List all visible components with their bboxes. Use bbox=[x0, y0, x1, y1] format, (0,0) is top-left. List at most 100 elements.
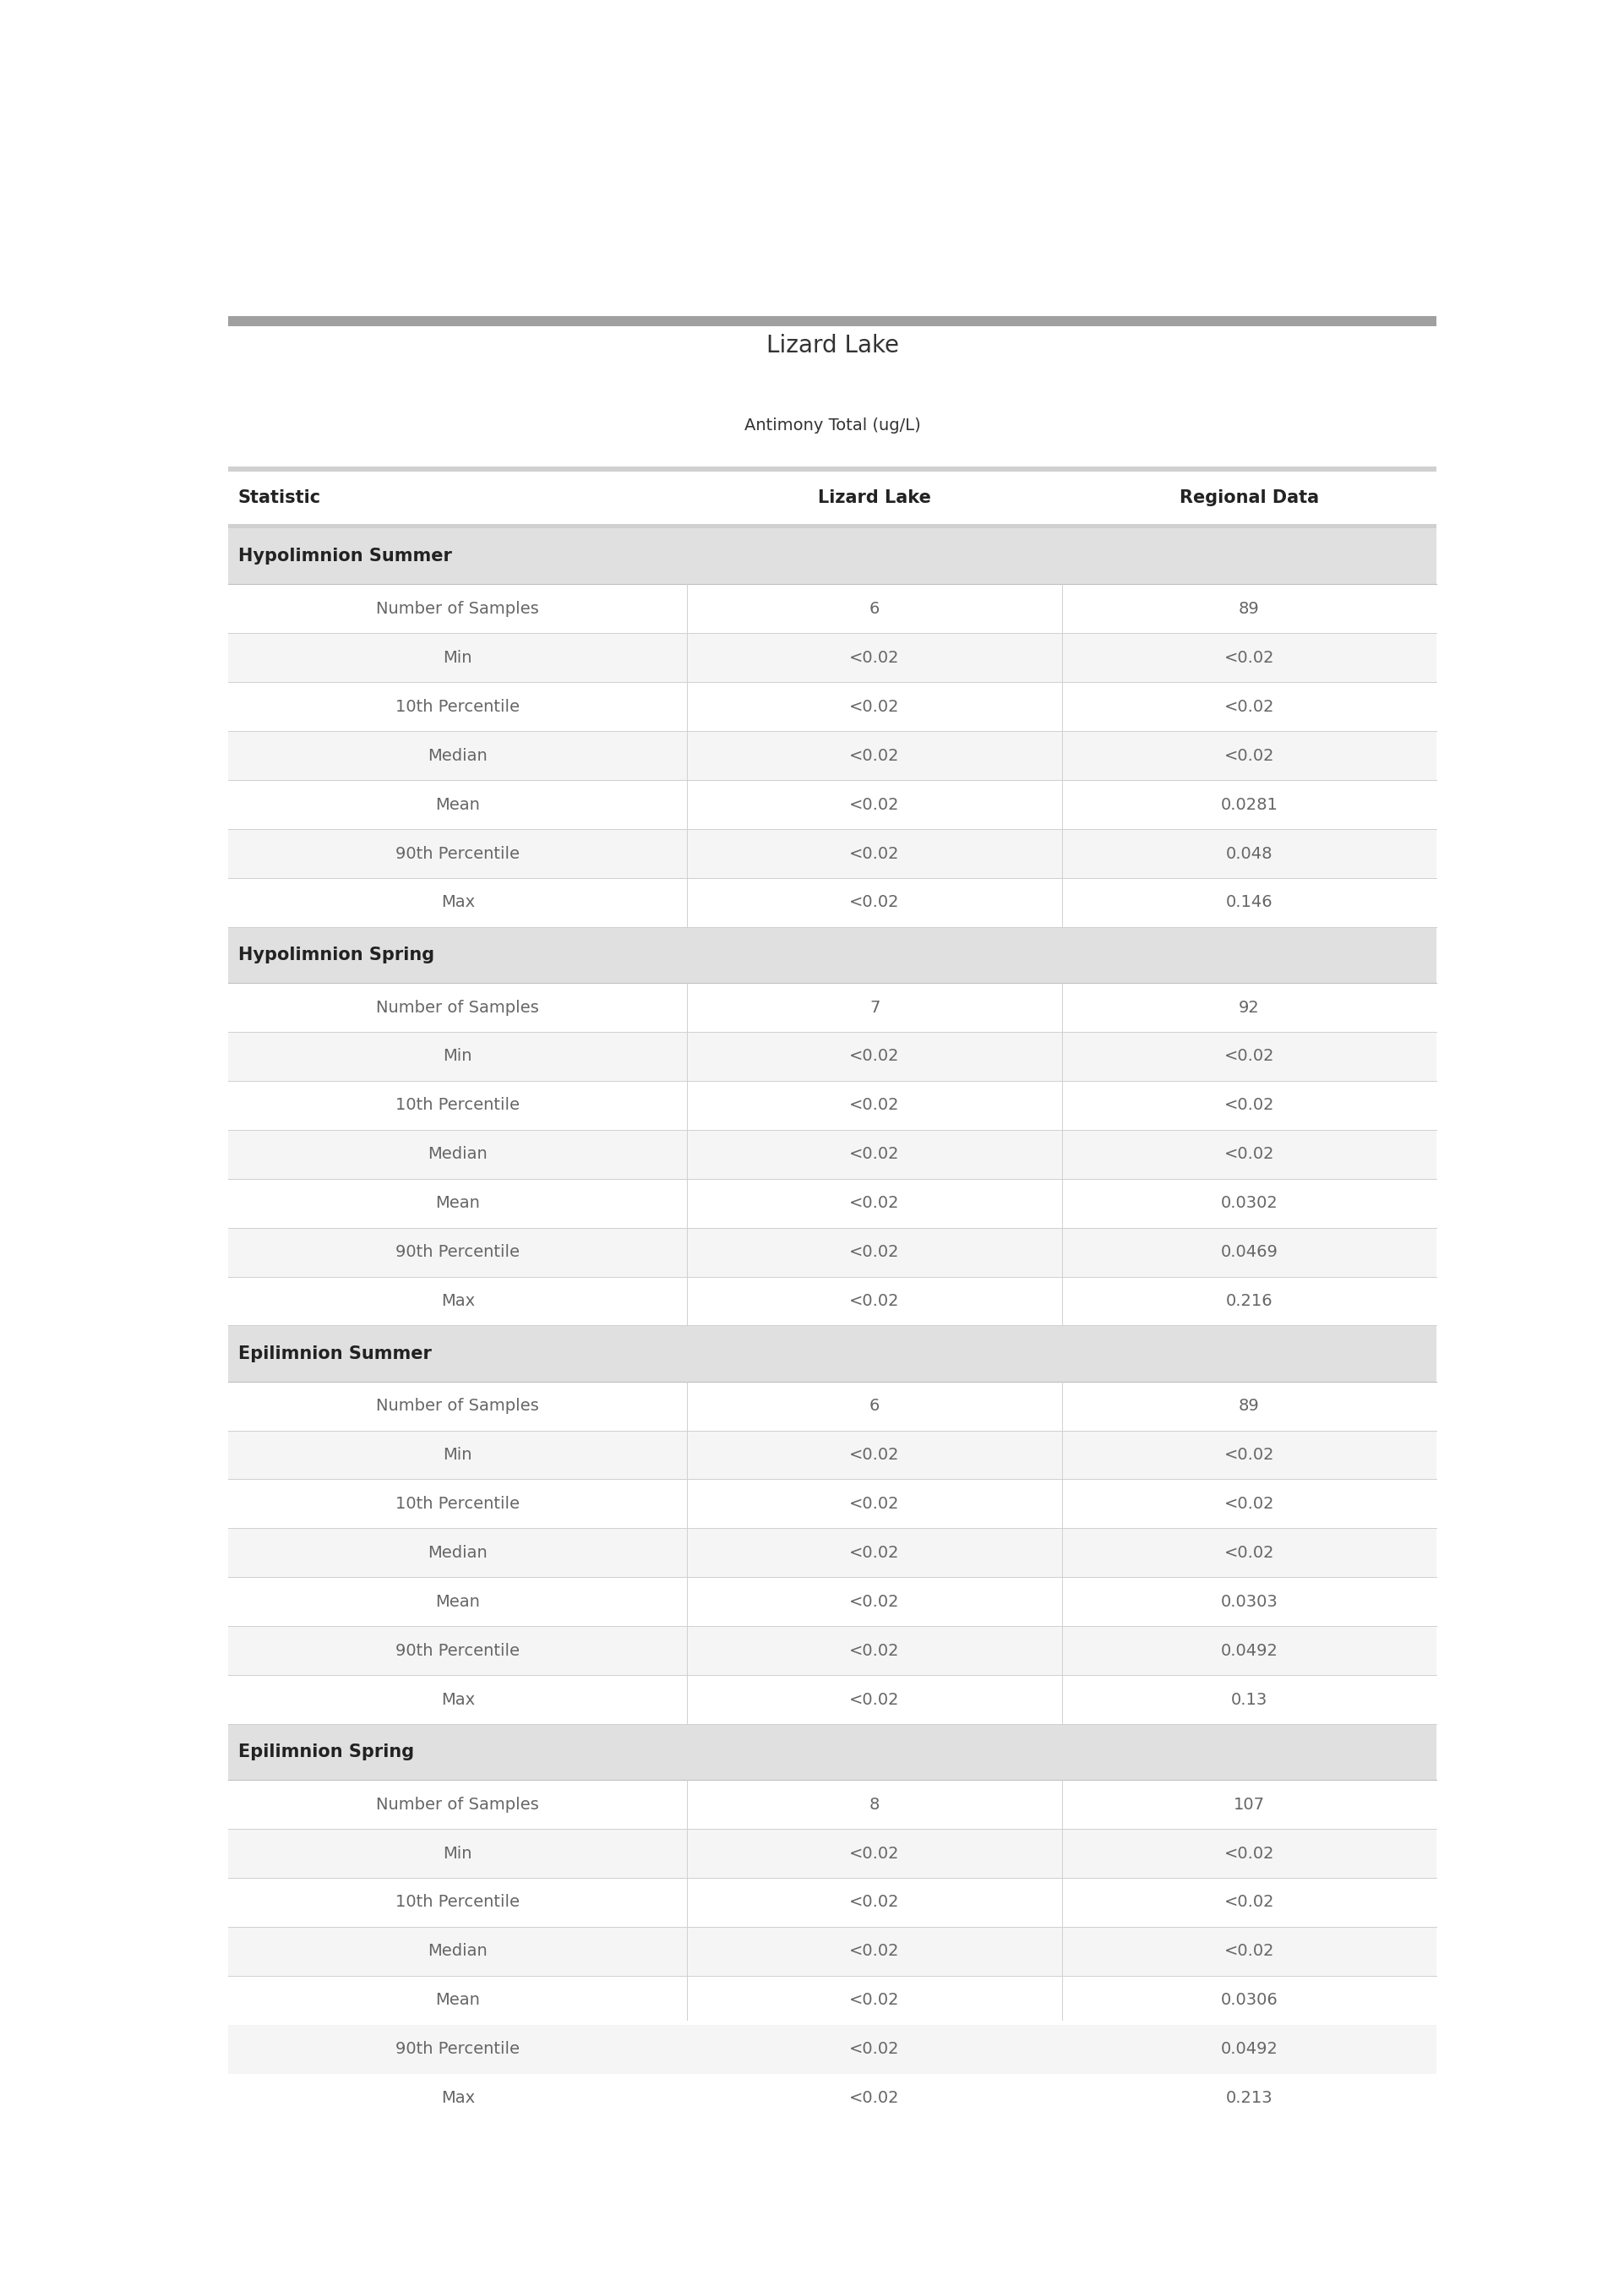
Text: <0.02: <0.02 bbox=[849, 1446, 900, 1462]
Text: <0.02: <0.02 bbox=[849, 747, 900, 763]
Text: Median: Median bbox=[427, 1943, 487, 1959]
Bar bbox=[227, 926, 1436, 983]
Text: 90th Percentile: 90th Percentile bbox=[396, 2041, 520, 2057]
Text: Hypolimnion Spring: Hypolimnion Spring bbox=[239, 947, 434, 962]
Text: <0.02: <0.02 bbox=[849, 1594, 900, 1609]
Text: <0.02: <0.02 bbox=[849, 1294, 900, 1310]
Bar bbox=[227, 781, 1436, 829]
Text: 8: 8 bbox=[869, 1796, 880, 1811]
Bar bbox=[227, 731, 1436, 781]
Text: <0.02: <0.02 bbox=[1224, 1096, 1275, 1112]
Text: 0.0492: 0.0492 bbox=[1221, 2041, 1278, 2057]
Bar bbox=[227, 1430, 1436, 1480]
Bar bbox=[227, 472, 1436, 524]
Bar bbox=[227, 1178, 1436, 1228]
Text: <0.02: <0.02 bbox=[1224, 1146, 1275, 1162]
Text: Mean: Mean bbox=[435, 1594, 481, 1609]
Text: 0.048: 0.048 bbox=[1226, 844, 1273, 863]
Text: <0.02: <0.02 bbox=[849, 1691, 900, 1707]
Text: Regional Data: Regional Data bbox=[1179, 490, 1319, 506]
Text: <0.02: <0.02 bbox=[1224, 1496, 1275, 1512]
Text: 90th Percentile: 90th Percentile bbox=[396, 844, 520, 863]
Bar bbox=[227, 683, 1436, 731]
Text: 89: 89 bbox=[1239, 1398, 1260, 1414]
Text: Median: Median bbox=[427, 1146, 487, 1162]
Text: <0.02: <0.02 bbox=[1224, 699, 1275, 715]
Text: 10th Percentile: 10th Percentile bbox=[396, 1893, 520, 1911]
Text: <0.02: <0.02 bbox=[1224, 1893, 1275, 1911]
Text: 90th Percentile: 90th Percentile bbox=[396, 1643, 520, 1659]
Text: Mean: Mean bbox=[435, 1194, 481, 1212]
Text: 0.146: 0.146 bbox=[1226, 894, 1273, 910]
Text: Max: Max bbox=[440, 1294, 474, 1310]
Text: 107: 107 bbox=[1234, 1796, 1265, 1811]
Text: <0.02: <0.02 bbox=[849, 1096, 900, 1112]
Text: 0.13: 0.13 bbox=[1231, 1691, 1267, 1707]
Text: <0.02: <0.02 bbox=[1224, 1049, 1275, 1065]
Bar bbox=[227, 583, 1436, 633]
Text: <0.02: <0.02 bbox=[849, 1049, 900, 1065]
Text: 10th Percentile: 10th Percentile bbox=[396, 1096, 520, 1112]
Text: 10th Percentile: 10th Percentile bbox=[396, 699, 520, 715]
Text: Max: Max bbox=[440, 894, 474, 910]
Bar bbox=[227, 1326, 1436, 1382]
Text: <0.02: <0.02 bbox=[849, 1244, 900, 1260]
Bar bbox=[227, 1382, 1436, 1430]
Text: <0.02: <0.02 bbox=[849, 1544, 900, 1562]
Bar bbox=[227, 983, 1436, 1033]
Text: <0.02: <0.02 bbox=[1224, 649, 1275, 665]
Text: <0.02: <0.02 bbox=[849, 1893, 900, 1911]
Text: <0.02: <0.02 bbox=[849, 699, 900, 715]
Text: Median: Median bbox=[427, 1544, 487, 1562]
Text: Min: Min bbox=[443, 1846, 473, 1861]
Text: <0.02: <0.02 bbox=[849, 1146, 900, 1162]
Text: 0.216: 0.216 bbox=[1226, 1294, 1273, 1310]
Text: Max: Max bbox=[440, 2091, 474, 2107]
Text: Number of Samples: Number of Samples bbox=[377, 1796, 539, 1811]
Bar bbox=[227, 529, 1436, 583]
Text: 0.0469: 0.0469 bbox=[1221, 1244, 1278, 1260]
Text: Min: Min bbox=[443, 1446, 473, 1462]
Text: 0.0302: 0.0302 bbox=[1221, 1194, 1278, 1212]
Text: 90th Percentile: 90th Percentile bbox=[396, 1244, 520, 1260]
Text: <0.02: <0.02 bbox=[849, 797, 900, 813]
Text: <0.02: <0.02 bbox=[849, 2041, 900, 2057]
Text: 89: 89 bbox=[1239, 602, 1260, 617]
Text: Statistic: Statistic bbox=[239, 490, 322, 506]
Bar bbox=[227, 878, 1436, 926]
Bar bbox=[227, 1276, 1436, 1326]
Text: <0.02: <0.02 bbox=[849, 2091, 900, 2107]
Text: <0.02: <0.02 bbox=[1224, 747, 1275, 763]
Bar bbox=[227, 1033, 1436, 1081]
Bar bbox=[227, 1927, 1436, 1975]
Bar bbox=[227, 1625, 1436, 1675]
Text: <0.02: <0.02 bbox=[849, 649, 900, 665]
Bar bbox=[227, 1130, 1436, 1178]
Bar bbox=[227, 1528, 1436, 1578]
Text: 0.0306: 0.0306 bbox=[1221, 1993, 1278, 2009]
Text: <0.02: <0.02 bbox=[849, 1496, 900, 1512]
Text: Lizard Lake: Lizard Lake bbox=[818, 490, 931, 506]
Text: Epilimnion Spring: Epilimnion Spring bbox=[239, 1743, 414, 1762]
Text: Number of Samples: Number of Samples bbox=[377, 999, 539, 1015]
Bar bbox=[227, 1081, 1436, 1130]
Bar bbox=[227, 633, 1436, 683]
Text: <0.02: <0.02 bbox=[849, 844, 900, 863]
Text: Min: Min bbox=[443, 649, 473, 665]
Text: <0.02: <0.02 bbox=[849, 1194, 900, 1212]
Text: <0.02: <0.02 bbox=[1224, 1943, 1275, 1959]
Text: Epilimnion Summer: Epilimnion Summer bbox=[239, 1346, 432, 1362]
Bar bbox=[227, 829, 1436, 878]
Bar bbox=[227, 1780, 1436, 1830]
Text: <0.02: <0.02 bbox=[849, 1993, 900, 2009]
Text: 0.0492: 0.0492 bbox=[1221, 1643, 1278, 1659]
Text: Mean: Mean bbox=[435, 1993, 481, 2009]
Text: <0.02: <0.02 bbox=[849, 1643, 900, 1659]
Text: Number of Samples: Number of Samples bbox=[377, 1398, 539, 1414]
Bar bbox=[227, 465, 1436, 472]
Text: Max: Max bbox=[440, 1691, 474, 1707]
Bar bbox=[227, 1975, 1436, 2025]
Text: Mean: Mean bbox=[435, 797, 481, 813]
Text: <0.02: <0.02 bbox=[849, 1943, 900, 1959]
Bar bbox=[227, 316, 1436, 327]
